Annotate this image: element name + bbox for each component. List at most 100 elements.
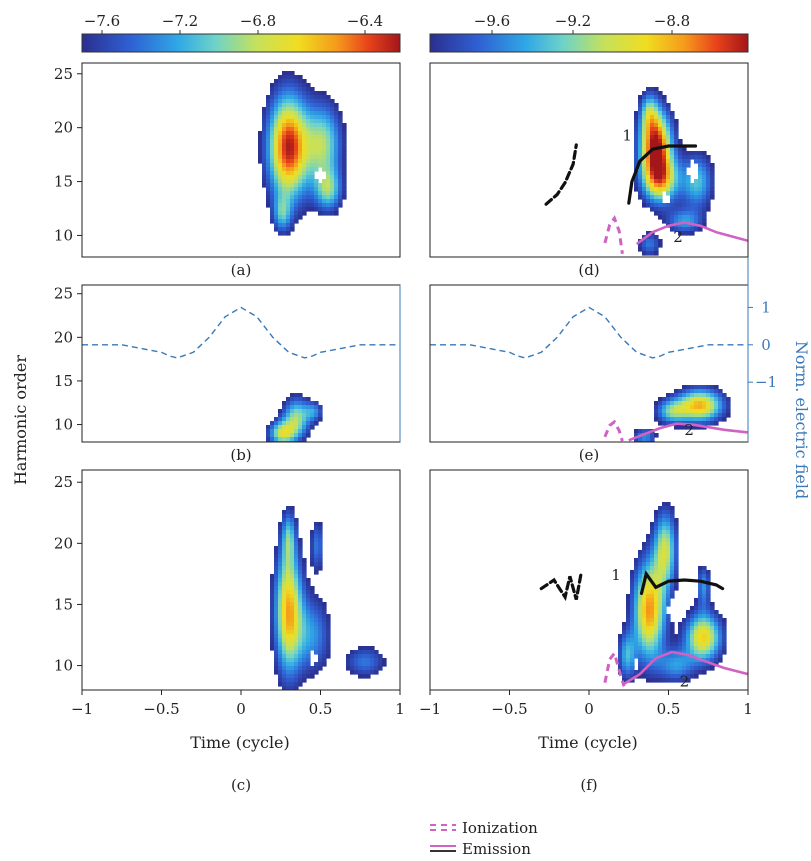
heatmap-cell: [702, 191, 707, 196]
panel-e: 210−1(e): [429, 257, 777, 464]
heatmap-cell: [670, 646, 675, 651]
heatmap-cell: [278, 590, 283, 595]
heatmap-cell: [654, 131, 659, 136]
heatmap-cell: [690, 191, 695, 196]
heatmap-cell: [278, 437, 283, 442]
heatmap-cell: [334, 195, 339, 200]
heatmap-cell: [658, 542, 663, 547]
heatmap-cell: [650, 183, 655, 188]
heatmap-cell: [282, 95, 287, 100]
heatmap-cell: [318, 642, 323, 647]
heatmap-cell: [710, 610, 715, 615]
heatmap-cell: [278, 183, 283, 188]
heatmap-cell: [258, 131, 263, 136]
heatmap-cell: [310, 203, 315, 208]
heatmap-cell: [290, 119, 295, 124]
heatmap-cell: [278, 83, 283, 88]
heatmap-cell: [286, 87, 291, 92]
heatmap-cell: [274, 155, 279, 160]
heatmap-cell: [298, 558, 303, 563]
heatmap-cell: [290, 510, 295, 515]
heatmap-cell: [658, 401, 663, 406]
heatmap-cell: [270, 630, 275, 635]
heatmap-cell: [314, 195, 319, 200]
heatmap-cell: [670, 586, 675, 591]
heatmap-cell: [334, 151, 339, 156]
heatmap-cell: [282, 151, 287, 156]
heatmap-cell: [710, 421, 715, 426]
heatmap-cell: [326, 183, 331, 188]
heatmap-cell: [322, 167, 327, 172]
heatmap-cell: [326, 171, 331, 176]
heatmap-cell: [662, 215, 667, 220]
heatmap-cell: [662, 570, 667, 575]
heatmap-cell: [698, 175, 703, 180]
heatmap-cell: [262, 127, 267, 132]
heatmap-cell: [278, 219, 283, 224]
heatmap-cell: [654, 203, 659, 208]
heatmap-cell: [702, 223, 707, 228]
heatmap-cell: [306, 207, 311, 212]
panel-frame: [81, 284, 401, 443]
heatmap-cell: [674, 119, 679, 124]
heatmap-cell: [634, 131, 639, 136]
heatmap-cell: [674, 155, 679, 160]
heatmap-cell: [710, 389, 715, 394]
heatmap-cell: [306, 401, 311, 406]
heatmap-cell: [646, 183, 651, 188]
heatmap-cell: [326, 163, 331, 168]
heatmap-cell: [670, 111, 675, 116]
heatmap-cell: [666, 409, 671, 414]
heatmap-cell: [646, 87, 651, 92]
heatmap-cell: [690, 425, 695, 430]
heatmap-cell: [270, 638, 275, 643]
heatmap-cell: [334, 211, 339, 216]
heatmap-cell: [278, 594, 283, 599]
heatmap-cell: [322, 111, 327, 116]
heatmap-cell: [318, 566, 323, 571]
heatmap-cell: [298, 155, 303, 160]
heatmap-cell: [326, 614, 331, 619]
ionization-curve: [603, 215, 624, 255]
heatmap-cell: [710, 646, 715, 651]
heatmap-cell: [638, 131, 643, 136]
heatmap-cell: [686, 658, 691, 663]
heatmap-cell: [658, 594, 663, 599]
heatmap-cell: [306, 642, 311, 647]
heatmap-cell: [306, 674, 311, 679]
heatmap-cell: [286, 630, 291, 635]
heatmap-cell: [290, 91, 295, 96]
heatmap-cell: [298, 143, 303, 148]
heatmap-cell: [666, 163, 671, 168]
trajectory-annotation: 2: [684, 421, 694, 439]
heatmap-cell: [646, 598, 651, 603]
heatmap-cell: [690, 626, 695, 631]
heatmap-cell: [682, 385, 687, 390]
heatmap-cell: [650, 606, 655, 611]
heatmap-cell: [318, 405, 323, 410]
heatmap-cell: [314, 203, 319, 208]
heatmap-cell: [670, 546, 675, 551]
heatmap-cell: [682, 634, 687, 639]
heatmap-cell: [278, 433, 283, 438]
heatmap-cell: [670, 167, 675, 172]
heatmap-cell: [278, 662, 283, 667]
heatmap-cell: [650, 159, 655, 164]
heatmap-cell: [670, 417, 675, 422]
heatmap-cell: [658, 566, 663, 571]
heatmap-cell: [302, 139, 307, 144]
heatmap-cell: [638, 566, 643, 571]
heatmap-cell: [282, 135, 287, 140]
heatmap-cell: [626, 674, 631, 679]
heatmap-cell: [310, 550, 315, 555]
heatmap-cell: [326, 135, 331, 140]
heatmap-cell: [310, 207, 315, 212]
heatmap-cell: [650, 650, 655, 655]
heatmap-cell: [302, 558, 307, 563]
heatmap-cell: [662, 151, 667, 156]
heatmap-cell: [638, 167, 643, 172]
heatmap-cell: [646, 602, 651, 607]
heatmap-cell: [262, 151, 267, 156]
heatmap-cell: [642, 590, 647, 595]
heatmap-cell: [290, 586, 295, 591]
